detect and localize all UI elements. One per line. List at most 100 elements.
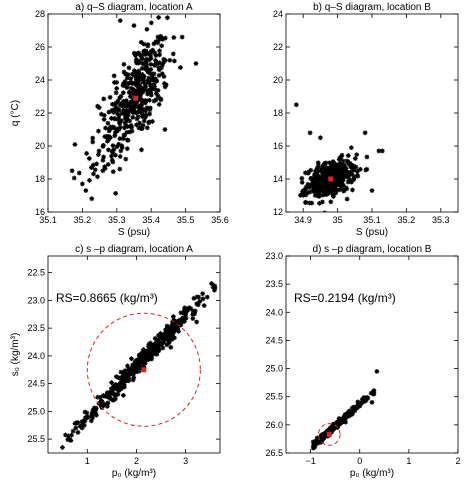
- data-point: [141, 73, 147, 79]
- data-point: [153, 61, 158, 67]
- x-axis-label: S (psu): [118, 227, 150, 238]
- data-point: [60, 445, 65, 450]
- y-tick-label: 24.0: [265, 307, 283, 317]
- data-point: [194, 301, 200, 307]
- data-point: [311, 186, 317, 192]
- y-tick-label: 25.5: [27, 434, 45, 444]
- data-point: [89, 196, 95, 202]
- data-point: [133, 92, 139, 98]
- data-point: [159, 43, 165, 49]
- data-point: [333, 165, 339, 171]
- data-point: [327, 185, 333, 191]
- data-point: [318, 438, 324, 444]
- data-point: [160, 345, 166, 351]
- data-point: [147, 87, 152, 93]
- data-point: [131, 91, 137, 97]
- data-point: [148, 77, 153, 83]
- data-point: [328, 199, 334, 205]
- data-point: [168, 335, 174, 341]
- data-point: [139, 98, 145, 103]
- data-point: [122, 371, 128, 377]
- data-point: [137, 360, 143, 365]
- data-point: [152, 87, 158, 92]
- data-point: [94, 161, 100, 167]
- data-point: [133, 58, 139, 64]
- data-point: [109, 153, 114, 159]
- data-point: [160, 62, 165, 68]
- data-point: [171, 328, 177, 334]
- data-point: [153, 53, 159, 58]
- axis-ticks: 1 2 3 22.5 23.0 23.5 24.0 24.5 25.0 25.5: [27, 256, 220, 466]
- data-point: [355, 399, 361, 405]
- data-point: [120, 374, 125, 380]
- data-point: [144, 125, 150, 131]
- data-point: [135, 84, 141, 90]
- data-point: [345, 169, 351, 175]
- data-point: [100, 144, 106, 149]
- data-point: [156, 102, 162, 107]
- data-point: [123, 101, 129, 107]
- data-point: [107, 126, 113, 132]
- y-tick-label: 16: [35, 207, 45, 217]
- data-point: [165, 325, 171, 331]
- data-point: [332, 187, 338, 192]
- data-point: [303, 170, 308, 176]
- data-point: [88, 165, 94, 170]
- data-point: [113, 374, 119, 380]
- data-point: [330, 194, 336, 199]
- rs-circle: [317, 423, 341, 446]
- data-point: [124, 75, 130, 81]
- y-tick-label: 16: [273, 141, 283, 151]
- y-tick-label: 28: [35, 9, 45, 19]
- data-point: [177, 65, 183, 70]
- data-point: [121, 111, 127, 117]
- data-point: [132, 104, 138, 110]
- y-tick-label: 12: [273, 207, 283, 217]
- y-tick-label: 24.5: [265, 335, 283, 345]
- x-tick-label: 35.1: [363, 215, 381, 225]
- data-point: [172, 322, 178, 327]
- data-point: [340, 177, 346, 183]
- data-point: [180, 315, 186, 321]
- data-point: [149, 343, 155, 349]
- data-point: [136, 58, 142, 64]
- data-point: [337, 177, 343, 183]
- data-point: [329, 174, 334, 179]
- data-point: [309, 176, 315, 182]
- data-point: [134, 122, 139, 128]
- data-point: [112, 107, 118, 113]
- x-tick-label: −1: [305, 456, 315, 466]
- data-point: [138, 96, 143, 101]
- data-point: [149, 348, 155, 354]
- data-point: [139, 60, 145, 66]
- data-point: [336, 182, 342, 188]
- data-point: [90, 415, 95, 421]
- x-tick-label: 0: [357, 456, 362, 466]
- data-point: [115, 116, 121, 122]
- data-point: [355, 403, 361, 408]
- y-tick-label: 24: [273, 9, 283, 19]
- data-point: [137, 93, 143, 99]
- data-point: [170, 333, 176, 339]
- data-point: [109, 380, 114, 385]
- data-point: [340, 166, 346, 172]
- data-point: [145, 51, 151, 57]
- data-point: [127, 102, 133, 108]
- data-point: [158, 33, 164, 39]
- data-point: [317, 189, 322, 195]
- data-point: [158, 331, 164, 336]
- data-point: [144, 26, 150, 32]
- data-point: [171, 35, 177, 40]
- data-point: [345, 153, 351, 158]
- data-point: [193, 61, 199, 66]
- data-point: [118, 380, 124, 386]
- data-point: [332, 161, 338, 167]
- data-point: [142, 52, 148, 58]
- data-point: [351, 177, 357, 182]
- data-point: [333, 170, 339, 176]
- data-point: [113, 152, 118, 158]
- data-point: [96, 152, 101, 157]
- data-point: [335, 168, 341, 174]
- data-point: [143, 81, 148, 87]
